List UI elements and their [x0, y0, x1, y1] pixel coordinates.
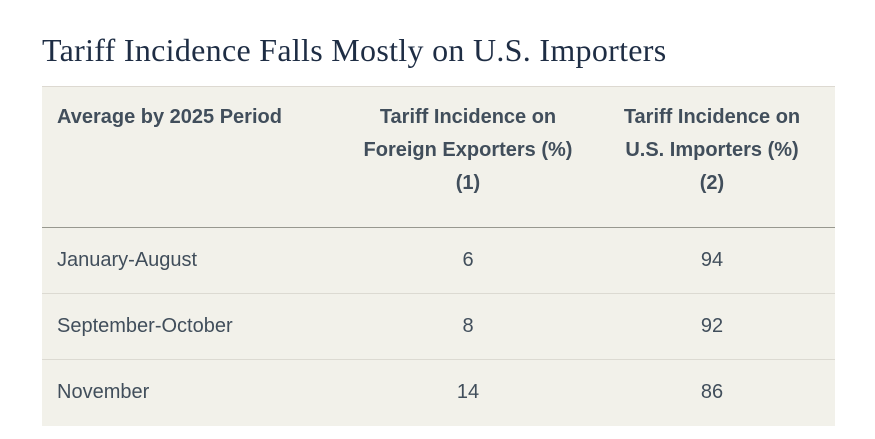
page: Tariff Incidence Falls Mostly on U.S. Im…	[42, 32, 835, 426]
period-cell: September-October	[42, 293, 347, 360]
column-header-line: (2)	[699, 172, 725, 194]
column-header-line: U.S. Importers (%)	[625, 139, 799, 161]
page-title: Tariff Incidence Falls Mostly on U.S. Im…	[42, 32, 667, 68]
column-header-us-importers: Tariff Incidence on U.S. Importers (%) (…	[589, 86, 835, 228]
column-header-line: Tariff Incidence on	[379, 106, 557, 128]
us-importers-value-cell: 94	[589, 227, 835, 294]
tariff-incidence-table: Average by 2025 Period Tariff Incidence …	[42, 86, 835, 426]
period-cell: January-August	[42, 227, 347, 294]
column-header-line: Average by 2025 Period	[57, 106, 282, 128]
period-cell: November	[57, 381, 150, 404]
table-header-row: Average by 2025 Period Tariff Incidence …	[42, 86, 835, 228]
foreign-exporters-value-cell: 6	[347, 227, 589, 294]
table-row: November 14 86	[42, 360, 835, 426]
column-header-period: Average by 2025 Period	[42, 86, 347, 228]
column-header-line: (1)	[455, 172, 481, 194]
column-header-line: Tariff Incidence on	[623, 106, 801, 128]
us-importers-value-cell: 92	[589, 293, 835, 360]
column-header-foreign-exporters: Tariff Incidence on Foreign Exporters (%…	[347, 86, 589, 228]
foreign-exporters-value-cell: 14	[456, 381, 480, 404]
table-row: September-October 8 92	[42, 293, 835, 360]
foreign-exporters-value-cell: 8	[347, 293, 589, 360]
us-importers-value-cell: 86	[700, 381, 724, 404]
table-row: January-August 6 94	[42, 227, 835, 294]
column-header-line: Foreign Exporters (%)	[363, 139, 573, 161]
